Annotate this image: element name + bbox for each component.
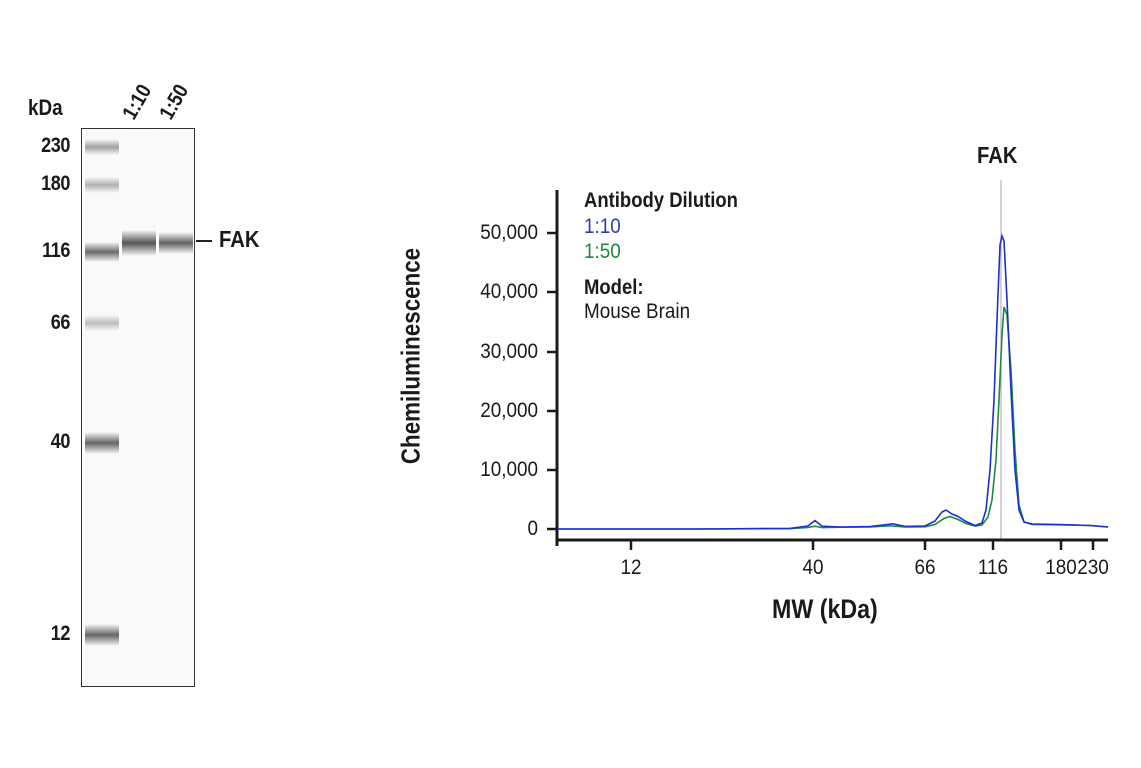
fak-band-label: FAK — [219, 226, 260, 252]
y-tick-label-40000: 40,000 — [480, 280, 538, 303]
ladder-label-66: 66 — [50, 311, 71, 334]
x-tick-label-66: 66 — [914, 556, 936, 579]
model-value: Mouse Brain — [584, 300, 691, 323]
y-axis-ticks — [547, 231, 557, 531]
model-label: Model: — [584, 276, 644, 299]
sample-lane-2 — [159, 129, 193, 686]
fak-peak-label: FAK — [977, 142, 1018, 168]
ladder-label-12: 12 — [50, 622, 71, 645]
sample-lane-1 — [122, 129, 156, 686]
fak-band-lane-1 — [122, 230, 156, 256]
series-line-1-50 — [558, 306, 1109, 530]
y-axis-title: Chemiluminescence — [395, 247, 426, 465]
gel-lane-label-2: 1:50 — [155, 80, 194, 124]
y-tick-label-10000: 10,000 — [480, 458, 538, 481]
legend-title: Antibody Dilution — [584, 189, 738, 212]
ladder-band-12 — [85, 624, 119, 646]
fak-band-lane-2 — [159, 232, 193, 254]
x-tick-label-180: 180 — [1045, 556, 1077, 579]
ladder-lane — [85, 129, 119, 686]
x-tick-label-116: 116 — [977, 556, 1009, 579]
gel-unit-label: kDa — [28, 95, 63, 120]
ladder-band-116 — [85, 242, 119, 262]
ladder-label-116: 116 — [42, 239, 70, 262]
ladder-band-66 — [85, 315, 119, 331]
ladder-label-40: 40 — [50, 430, 71, 453]
y-tick-label-0: 0 — [527, 517, 538, 540]
x-axis-ticks — [629, 540, 1095, 550]
legend-entry-1-50: 1:50 — [584, 240, 621, 263]
y-tick-label-30000: 30,000 — [480, 340, 538, 363]
y-tick-label-50000: 50,000 — [480, 221, 538, 244]
fak-marker-line — [196, 240, 212, 242]
gel-image — [81, 128, 195, 687]
gel-lane-label-1: 1:10 — [118, 80, 157, 124]
x-tick-label-12: 12 — [620, 556, 642, 579]
x-tick-label-230: 230 — [1077, 556, 1109, 579]
y-tick-label-20000: 20,000 — [480, 399, 538, 422]
ladder-label-180: 180 — [41, 172, 70, 195]
legend-entry-1-10: 1:10 — [584, 215, 621, 238]
ladder-band-40 — [85, 432, 119, 454]
x-tick-label-40: 40 — [802, 556, 824, 579]
ladder-label-230: 230 — [41, 134, 70, 157]
ladder-band-230 — [85, 139, 119, 155]
ladder-band-180 — [85, 177, 119, 193]
x-axis-title: MW (kDa) — [772, 594, 878, 624]
